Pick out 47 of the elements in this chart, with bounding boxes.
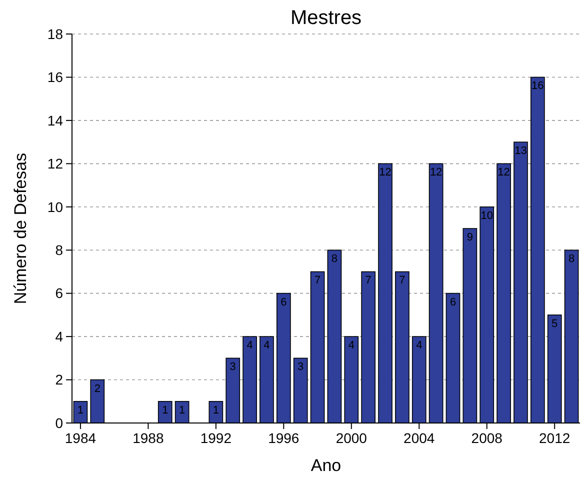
data-label: 8	[331, 253, 338, 266]
x-tick-label: 2008	[471, 430, 503, 446]
data-label: 7	[399, 274, 406, 287]
y-tick-label: 10	[47, 198, 64, 215]
x-tick-label: 2004	[404, 430, 435, 446]
y-tick-label: 12	[47, 156, 64, 172]
data-label: 6	[450, 296, 456, 308]
y-tick-label: 18	[47, 26, 64, 42]
x-axis-title: Ano	[310, 456, 342, 475]
y-axis-title: Número de Defesas	[11, 152, 30, 304]
data-label: 12	[379, 166, 392, 179]
y-tick-label: 0	[55, 414, 64, 431]
data-label: 5	[552, 318, 558, 330]
y-tick-label: 16	[47, 69, 64, 86]
data-label: 12	[430, 166, 442, 179]
x-tick-label: 1996	[268, 430, 300, 446]
y-tick-label: 4	[55, 328, 64, 344]
data-label: 3	[298, 361, 304, 374]
data-label: 1	[162, 404, 168, 416]
y-tick-label: 2	[55, 372, 64, 388]
data-label: 6	[280, 296, 287, 308]
y-tick-label: 14	[47, 112, 64, 128]
data-label: 16	[532, 80, 544, 92]
data-label: 4	[348, 340, 354, 352]
y-tick-label: 8	[55, 242, 64, 258]
data-label: 7	[365, 274, 372, 287]
x-tick-label: 2000	[336, 430, 368, 446]
data-label: 7	[314, 274, 321, 287]
data-label: 2	[94, 382, 100, 395]
data-label: 13	[514, 145, 527, 158]
data-label: 12	[498, 166, 510, 179]
chart-title: Mestres	[290, 7, 362, 29]
data-label: 1	[179, 404, 186, 416]
x-tick-label: 1992	[200, 430, 232, 446]
x-tick-label: 2012	[539, 430, 570, 446]
x-tick-label: 1988	[132, 430, 164, 446]
y-tick-label: 6	[55, 285, 64, 302]
x-tick-label: 1984	[64, 430, 96, 446]
data-label: 4	[246, 340, 253, 352]
data-label: 10	[480, 210, 493, 222]
data-label: 4	[264, 340, 270, 352]
data-label: 3	[230, 361, 236, 374]
data-label: 1	[77, 404, 84, 416]
data-label: 4	[416, 340, 422, 352]
data-label: 1	[212, 404, 219, 416]
data-label: 9	[466, 232, 473, 244]
data-label: 8	[568, 253, 575, 266]
